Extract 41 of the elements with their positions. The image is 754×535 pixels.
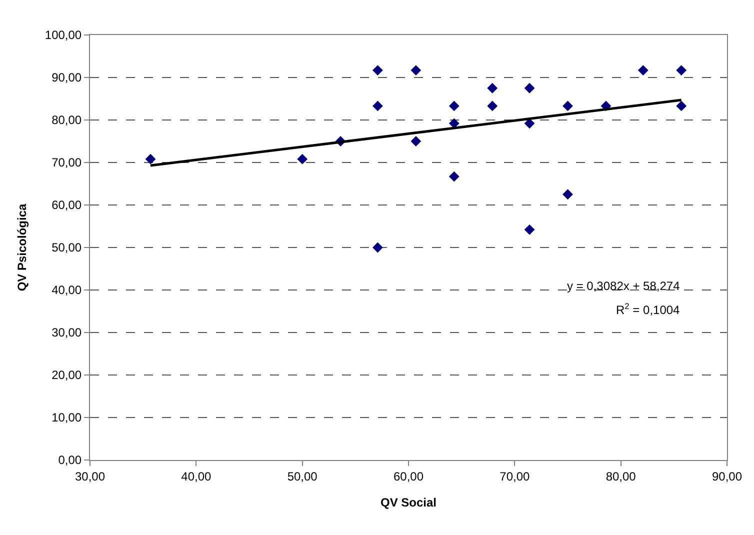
- y-tick-label: 80,00: [52, 113, 82, 128]
- y-tick-label: 90,00: [52, 70, 82, 85]
- point: [297, 154, 308, 164]
- point: [562, 100, 573, 112]
- point: [145, 154, 156, 164]
- annotation: R$^{2}$ = 0,1004: [616, 301, 680, 318]
- point: [448, 171, 460, 182]
- point: [676, 65, 687, 76]
- y-tick-label: 20,00: [52, 368, 82, 382]
- point: [410, 136, 422, 146]
- x-tick-label: 60,00: [393, 469, 424, 484]
- y-axis-title: QV Psicológica: [15, 204, 30, 292]
- point: [372, 242, 383, 253]
- point: [676, 100, 687, 112]
- x-tick-label: 40,00: [181, 469, 212, 484]
- point: [524, 82, 535, 94]
- y-tick-label: 30,00: [52, 326, 82, 340]
- point: [524, 118, 535, 129]
- point: [372, 100, 383, 112]
- point: [562, 189, 573, 200]
- point: [372, 65, 383, 76]
- point: [448, 100, 460, 112]
- point: [487, 100, 498, 112]
- x-tick-label: 70,00: [500, 469, 530, 484]
- y-tick-label: 10,00: [52, 410, 82, 425]
- y-tick-label: 0,00: [58, 453, 82, 468]
- point: [524, 224, 535, 235]
- x-tick-label: 80,00: [606, 469, 636, 484]
- x-tick-label: 90,00: [712, 469, 742, 484]
- x-axis-title: QV Social: [380, 495, 437, 510]
- point: [410, 65, 422, 76]
- y-tick-label: 60,00: [52, 198, 82, 212]
- point: [487, 82, 498, 94]
- y-tick-label: 40,00: [52, 283, 82, 298]
- y-tick-label: 50,00: [52, 240, 82, 255]
- point: [638, 65, 648, 76]
- x-tick-label: 30,00: [74, 469, 106, 484]
- annotation: y = 0,3082x + 58,274: [567, 279, 680, 293]
- y-tick-label: 100,00: [44, 28, 82, 42]
- y-tick-label: 70,00: [52, 156, 82, 170]
- x-tick-label: 50,00: [287, 469, 318, 484]
